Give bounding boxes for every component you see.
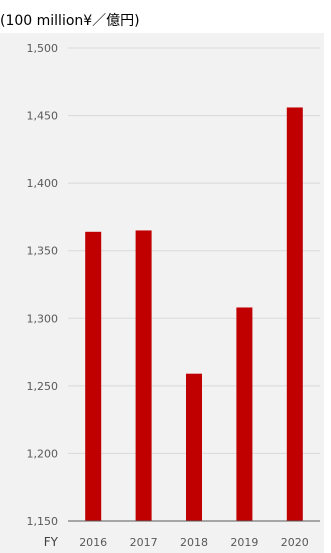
x-tick-label: 2017: [130, 536, 158, 549]
bar-2016: [85, 231, 102, 521]
y-tick-label: 1,250: [27, 380, 59, 393]
bar-2018: [186, 373, 202, 521]
y-tick-label: 1,450: [27, 110, 59, 123]
x-tick-label: 2018: [180, 536, 208, 549]
gridlines: [68, 47, 320, 454]
y-tick-labels: 1,150 1,200 1,250 1,300 1,350 1,400 1,450 1,500: [27, 42, 59, 528]
y-tick-label: 1,150: [27, 515, 59, 528]
x-tick-label: 2020: [281, 536, 309, 549]
y-tick-label: 1,500: [27, 42, 59, 55]
unit-label: (100 million¥／億円): [0, 13, 140, 29]
y-tick-label: 1,350: [27, 245, 59, 258]
fy-axis-prefix: FY: [44, 535, 59, 549]
bar-2020: [286, 107, 303, 521]
y-tick-label: 1,400: [27, 177, 59, 190]
x-tick-label: 2016: [79, 536, 107, 549]
y-tick-label: 1,200: [27, 447, 59, 460]
bars: [85, 107, 303, 521]
x-tick-label: 2019: [230, 536, 258, 549]
plot-panel: 1,150 1,200 1,250 1,300 1,350 1,400 1,450 1,500…: [0, 33, 324, 553]
bar-2017: [135, 230, 152, 521]
bar-2019: [236, 307, 253, 521]
x-tick-labels: FY 2016 2017 2018 2019 2020: [44, 535, 309, 549]
y-tick-label: 1,300: [27, 312, 59, 325]
bar-chart: 1,150 1,200 1,250 1,300 1,350 1,400 1,450 1,500…: [27, 42, 320, 549]
